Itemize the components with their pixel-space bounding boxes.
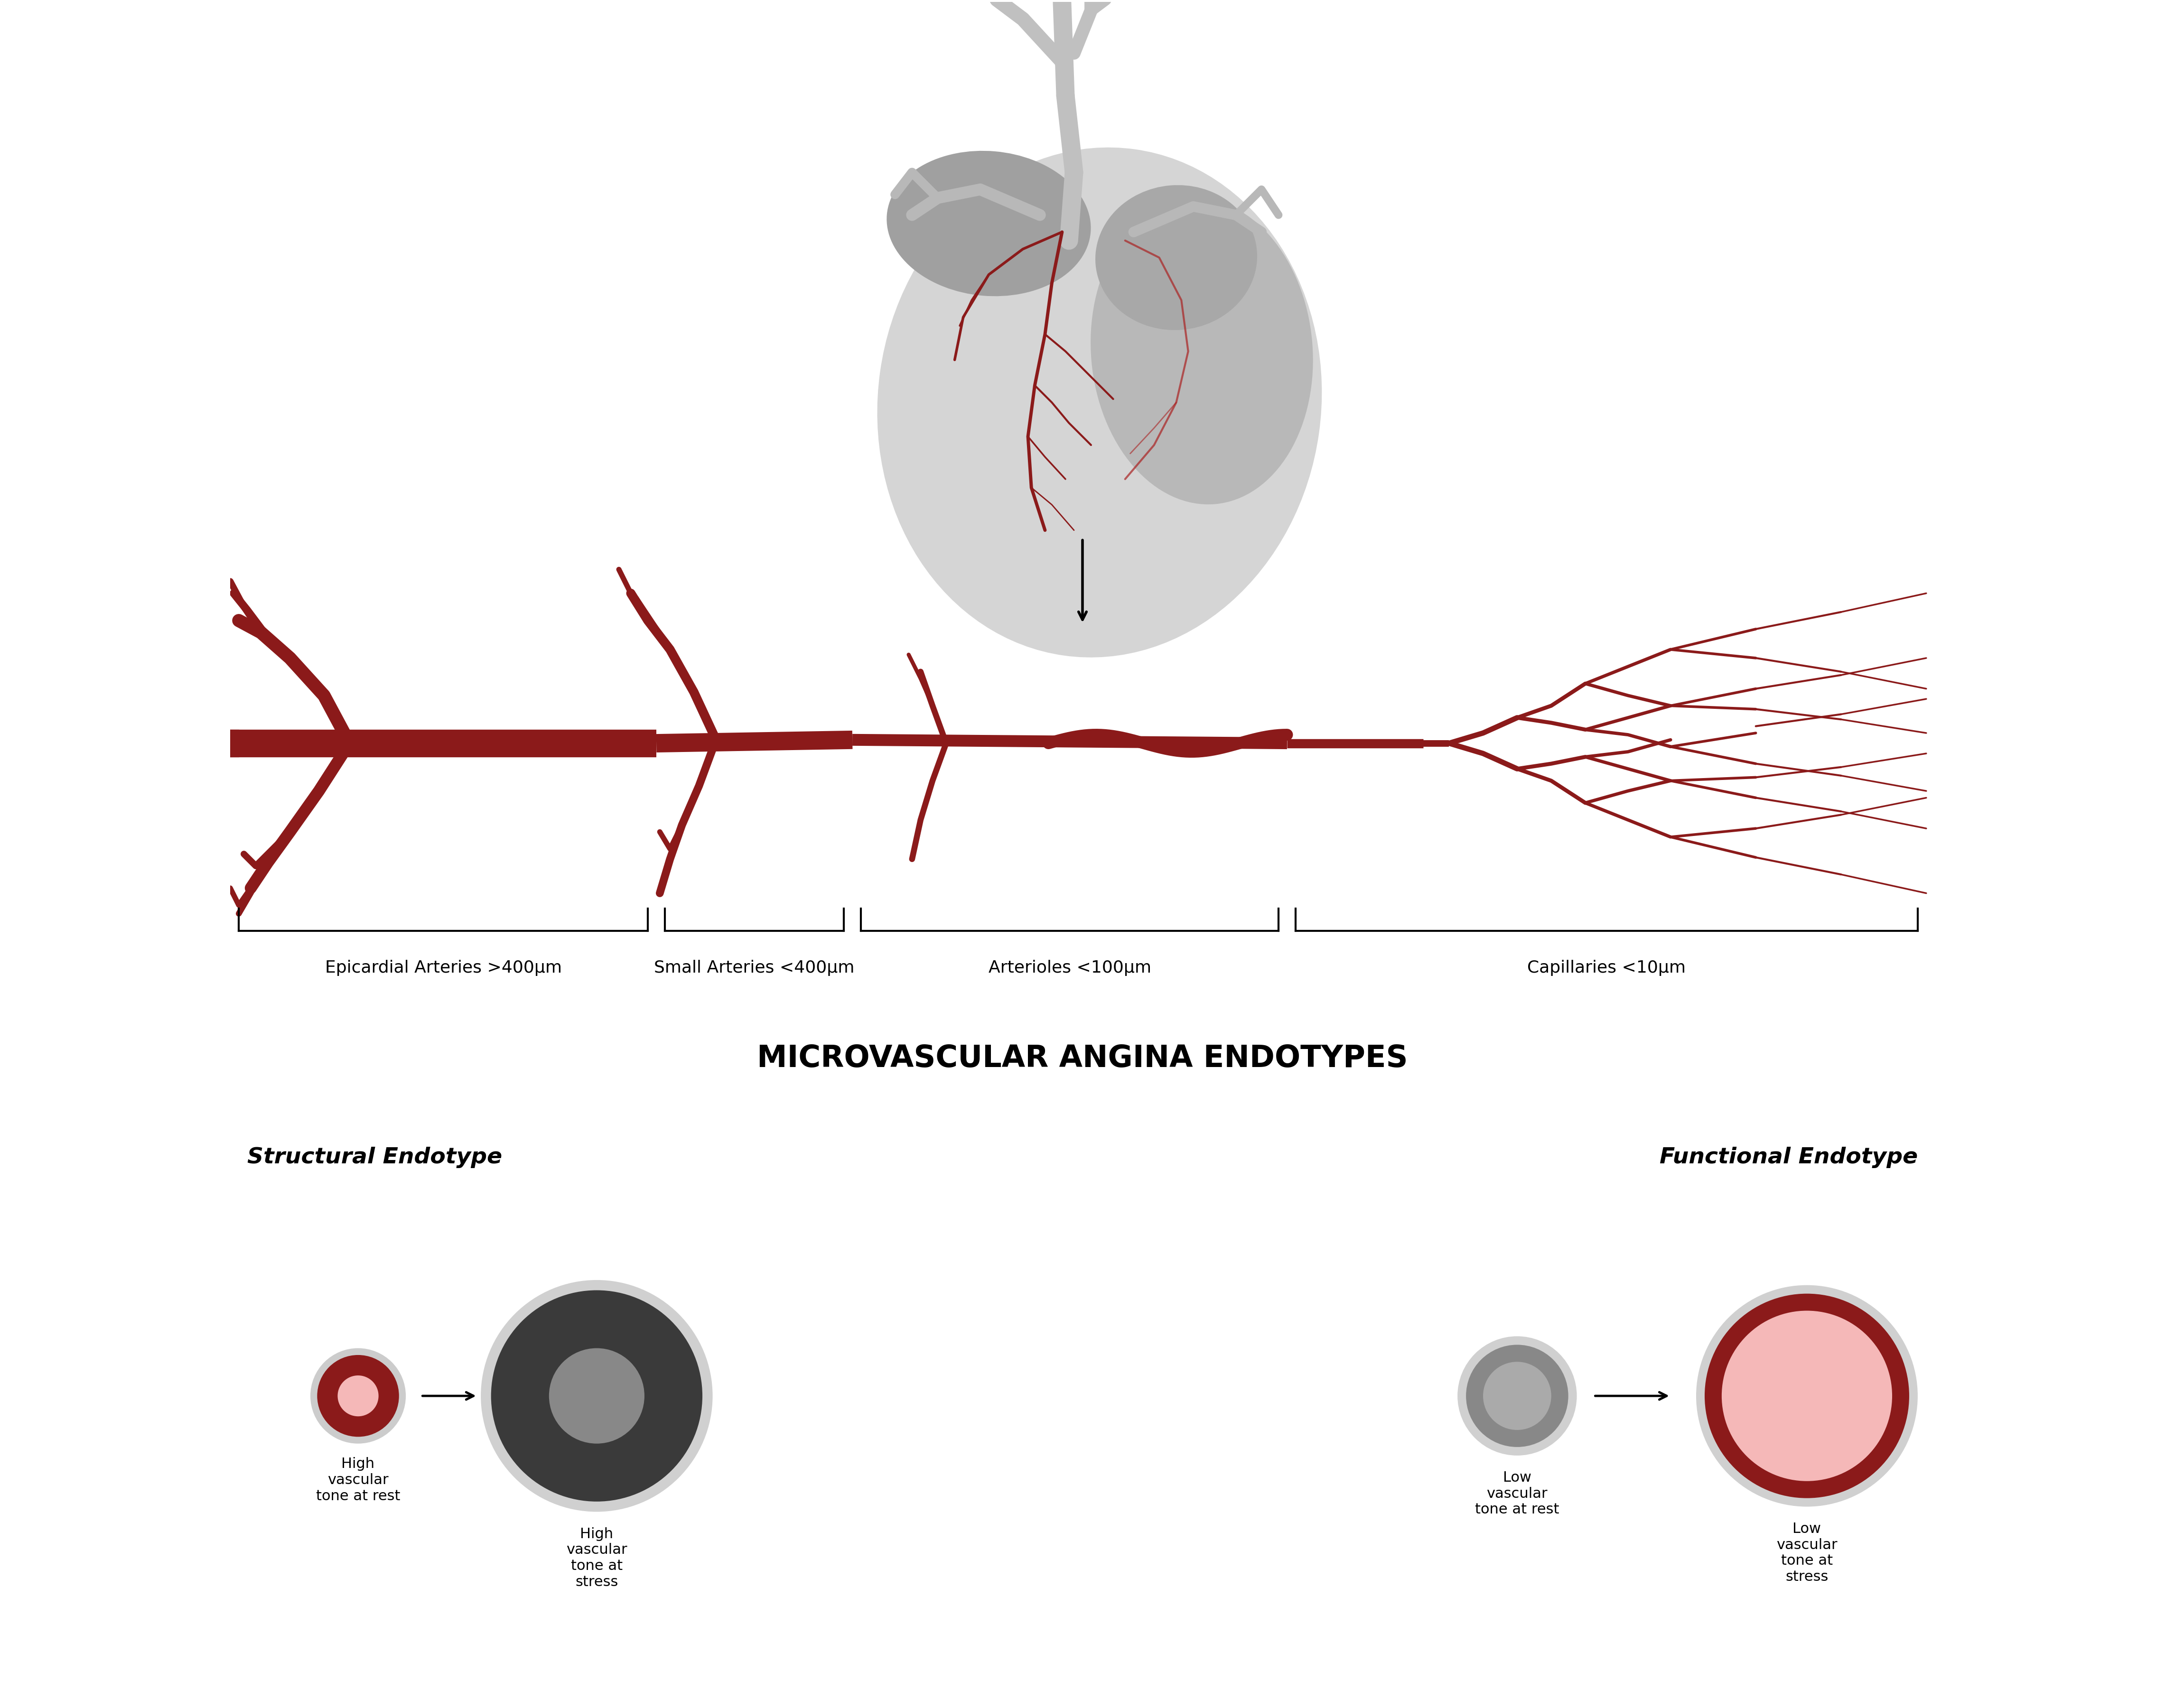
Circle shape (1483, 1361, 1552, 1430)
Circle shape (310, 1348, 405, 1443)
Ellipse shape (1095, 184, 1258, 330)
Ellipse shape (1091, 198, 1312, 504)
Circle shape (1695, 1284, 1918, 1506)
Text: Functional Endotype: Functional Endotype (1661, 1146, 1918, 1168)
Text: Capillaries <10μm: Capillaries <10μm (1526, 960, 1687, 975)
Circle shape (491, 1290, 701, 1501)
Ellipse shape (877, 147, 1323, 658)
Ellipse shape (888, 150, 1091, 295)
Circle shape (1457, 1336, 1576, 1455)
Text: Epicardial Arteries >400μm: Epicardial Arteries >400μm (325, 960, 561, 975)
Text: High
vascular
tone at rest: High vascular tone at rest (316, 1457, 401, 1503)
Text: High
vascular
tone at
stress: High vascular tone at stress (567, 1527, 628, 1588)
Text: Small Arteries <400μm: Small Arteries <400μm (654, 960, 855, 975)
Text: Low
vascular
tone at rest: Low vascular tone at rest (1474, 1471, 1559, 1517)
Circle shape (1721, 1310, 1892, 1481)
Circle shape (318, 1354, 398, 1436)
Circle shape (1466, 1344, 1567, 1447)
Text: Arterioles <100μm: Arterioles <100μm (987, 960, 1152, 975)
Circle shape (550, 1348, 645, 1443)
Text: Low
vascular
tone at
stress: Low vascular tone at stress (1777, 1522, 1838, 1583)
Text: MICROVASCULAR ANGINA ENDOTYPES: MICROVASCULAR ANGINA ENDOTYPES (758, 1044, 1407, 1073)
Circle shape (338, 1375, 379, 1416)
Text: Structural Endotype: Structural Endotype (247, 1146, 502, 1168)
Circle shape (481, 1279, 712, 1512)
Circle shape (1704, 1293, 1910, 1498)
